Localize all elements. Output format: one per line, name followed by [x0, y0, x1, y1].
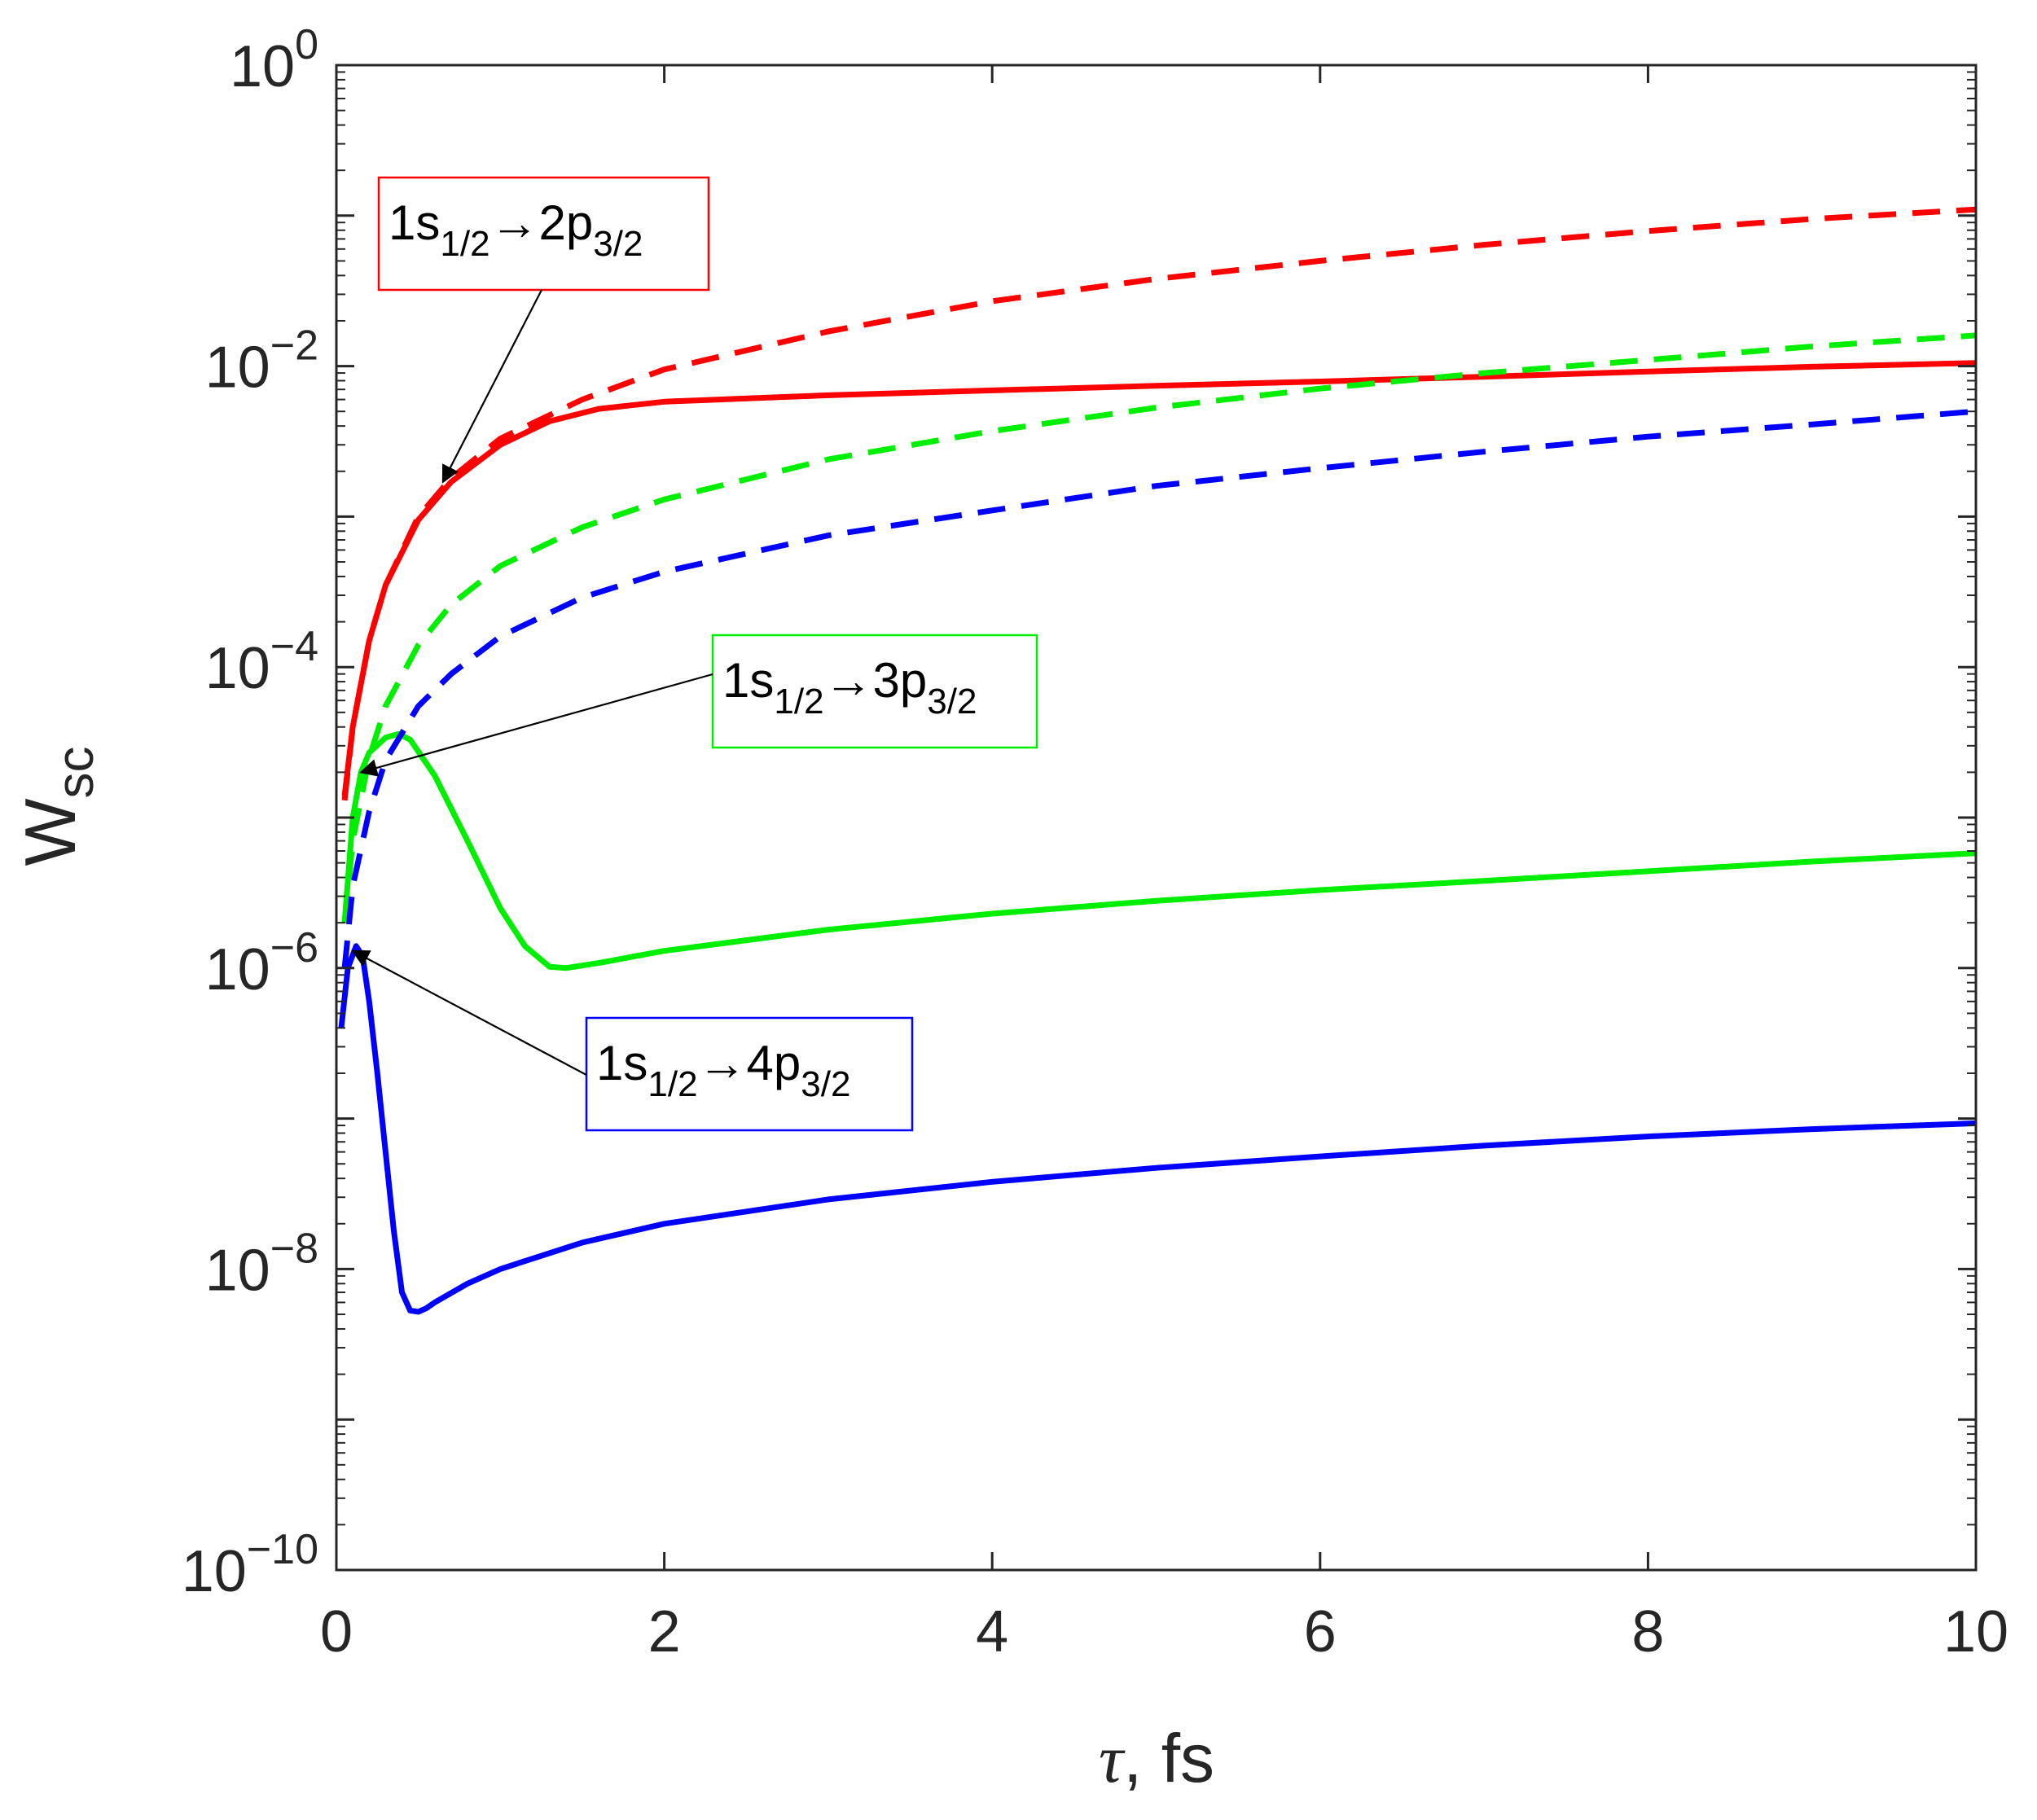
series-line-6-solid — [338, 943, 1977, 1315]
x-axis-title-unit: , fs — [1123, 1720, 1214, 1796]
annotation-arrow — [441, 289, 542, 484]
annotation-3: 1s1/2→4p3/2 — [351, 949, 914, 1132]
series-line-4-solid — [341, 730, 1977, 971]
annotation-box — [711, 634, 1038, 749]
x-tick-label: 0 — [320, 1599, 353, 1664]
annotation-arrow — [351, 949, 587, 1076]
x-tick-label: 4 — [976, 1599, 1008, 1664]
x-tick-label: 2 — [648, 1599, 681, 1664]
tick-labels: 0 2 4 6 8 10 100 10−2 10−4 10−6 10−8 10−10 — [182, 21, 2008, 1664]
x-tick-label: 6 — [1304, 1599, 1337, 1664]
annotation-label: 1s1/2→4p3/2 — [596, 1036, 850, 1104]
series-line-1-dashed — [341, 206, 1977, 801]
x-axis-title-symbol: τ — [1099, 1721, 1126, 1797]
y-tick-label: 10−4 — [205, 623, 318, 701]
y-tick-label: 10−6 — [205, 924, 318, 1002]
series-line-2-solid — [341, 360, 1977, 796]
axis-ticks — [335, 64, 1978, 1572]
x-axis-title: τ, fs — [1099, 1720, 1214, 1797]
y-axis-title: Wsc — [10, 746, 104, 866]
annotation-2: 1s1/2→3p3/2 — [359, 634, 1038, 777]
y-tick-label: 100 — [230, 21, 318, 99]
y-tick-label: 10−2 — [205, 322, 318, 401]
series-line-3-dashed — [341, 332, 1977, 923]
y-axis-title-main: W — [10, 798, 90, 866]
series-line-5-dashed — [341, 408, 1977, 969]
y-axis-title-sub: sc — [46, 746, 104, 798]
annotation-box — [377, 176, 710, 292]
annotations: 1s1/2→2p3/2 1s1/2→3p3/2 1s1/2→4p3/2 — [351, 176, 1038, 1132]
x-tick-label: 10 — [1943, 1599, 2008, 1664]
y-tick-label: 10−8 — [205, 1225, 318, 1303]
annotation-box — [585, 1016, 914, 1132]
annotation-arrow — [359, 673, 713, 777]
y-tick-label: 10−10 — [182, 1526, 318, 1604]
annotation-label: 1s1/2→2p3/2 — [389, 195, 643, 264]
series-layer — [338, 206, 1977, 1315]
annotation-1: 1s1/2→2p3/2 — [377, 176, 710, 484]
x-tick-label: 8 — [1631, 1599, 1664, 1664]
annotation-label: 1s1/2→3p3/2 — [722, 653, 977, 721]
